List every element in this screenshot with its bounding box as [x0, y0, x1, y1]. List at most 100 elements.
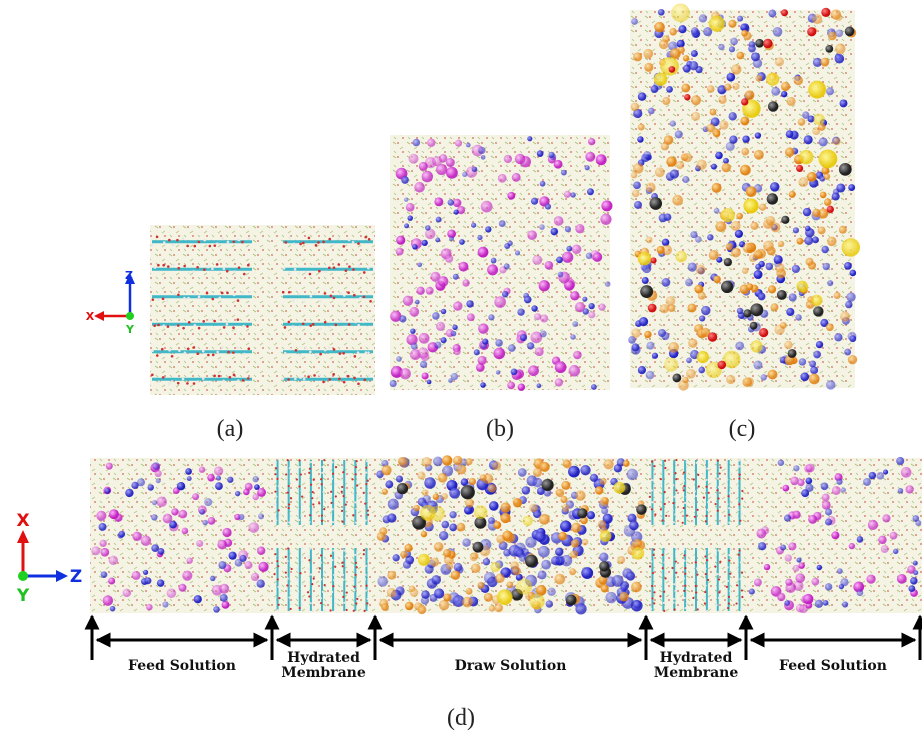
atom	[158, 548, 165, 555]
atom	[313, 479, 315, 481]
atom	[307, 375, 310, 378]
atom	[297, 292, 300, 295]
atom	[773, 27, 783, 37]
atom	[356, 598, 358, 600]
atom	[664, 358, 678, 372]
atom	[741, 98, 748, 105]
atom	[417, 262, 422, 267]
atom	[177, 382, 180, 385]
atom	[653, 554, 655, 556]
atom	[470, 553, 478, 561]
atom	[490, 562, 500, 572]
atom	[540, 181, 546, 187]
atom	[414, 182, 425, 193]
atom	[193, 346, 196, 349]
atom	[277, 565, 279, 567]
atom	[681, 84, 690, 93]
atom	[209, 245, 212, 248]
atom	[683, 471, 685, 473]
atom	[743, 243, 753, 253]
atom	[227, 241, 230, 244]
atom	[420, 361, 427, 368]
atom	[650, 560, 652, 562]
atom	[286, 584, 288, 586]
atom	[663, 602, 665, 604]
atom	[707, 85, 715, 93]
atom	[682, 176, 689, 183]
atom	[796, 165, 803, 172]
atom	[785, 579, 792, 586]
atom	[377, 576, 388, 587]
atom	[577, 508, 587, 518]
atom	[804, 236, 813, 245]
atom	[705, 515, 707, 517]
atom	[561, 170, 567, 176]
atom	[210, 576, 215, 581]
atom	[108, 577, 115, 584]
atom	[366, 460, 368, 462]
atom	[416, 287, 424, 295]
atom	[750, 303, 763, 316]
atom	[243, 353, 246, 356]
atom	[835, 43, 845, 53]
atom	[524, 296, 532, 304]
atom	[661, 519, 663, 521]
atom	[719, 472, 721, 474]
atom	[827, 280, 833, 286]
atom	[626, 572, 635, 581]
atom	[593, 252, 603, 262]
atom	[846, 292, 855, 301]
atom	[432, 312, 439, 319]
atom	[221, 292, 224, 295]
atom	[669, 28, 677, 36]
atom	[840, 99, 848, 107]
atom	[183, 297, 186, 300]
atom	[422, 240, 428, 246]
atom	[249, 522, 260, 533]
atom	[294, 268, 297, 271]
atom	[721, 208, 735, 222]
atom	[617, 556, 625, 564]
atom	[297, 591, 299, 593]
atom	[598, 304, 605, 311]
atom	[863, 478, 871, 486]
atom	[356, 566, 358, 568]
atom	[562, 504, 570, 512]
atom	[276, 609, 278, 611]
atom	[797, 479, 804, 486]
atom	[758, 293, 766, 301]
atom	[288, 236, 291, 239]
atom	[546, 600, 553, 607]
atom	[366, 602, 368, 604]
atom	[246, 325, 249, 328]
atom	[353, 610, 355, 612]
atom	[348, 265, 351, 268]
atom	[297, 272, 300, 275]
atom	[319, 567, 321, 569]
atom	[236, 346, 239, 349]
atom	[285, 572, 287, 574]
atom	[718, 578, 720, 580]
atom	[631, 18, 638, 25]
atom	[837, 568, 843, 574]
atom	[665, 549, 667, 551]
atom	[125, 489, 133, 497]
region-label: Feed Solution	[128, 658, 236, 674]
atom	[737, 308, 743, 314]
atom	[403, 296, 413, 306]
atom	[245, 561, 253, 569]
atom	[187, 347, 190, 350]
atom	[162, 601, 168, 607]
atom	[819, 137, 828, 146]
atom	[215, 482, 223, 490]
atom	[637, 136, 643, 142]
atom	[683, 560, 685, 562]
atom	[238, 514, 244, 520]
atom	[100, 548, 109, 557]
atom	[704, 602, 706, 604]
atom	[277, 586, 279, 588]
atom	[768, 285, 776, 293]
atom	[719, 561, 721, 563]
atom	[763, 39, 772, 48]
atom	[580, 465, 590, 475]
